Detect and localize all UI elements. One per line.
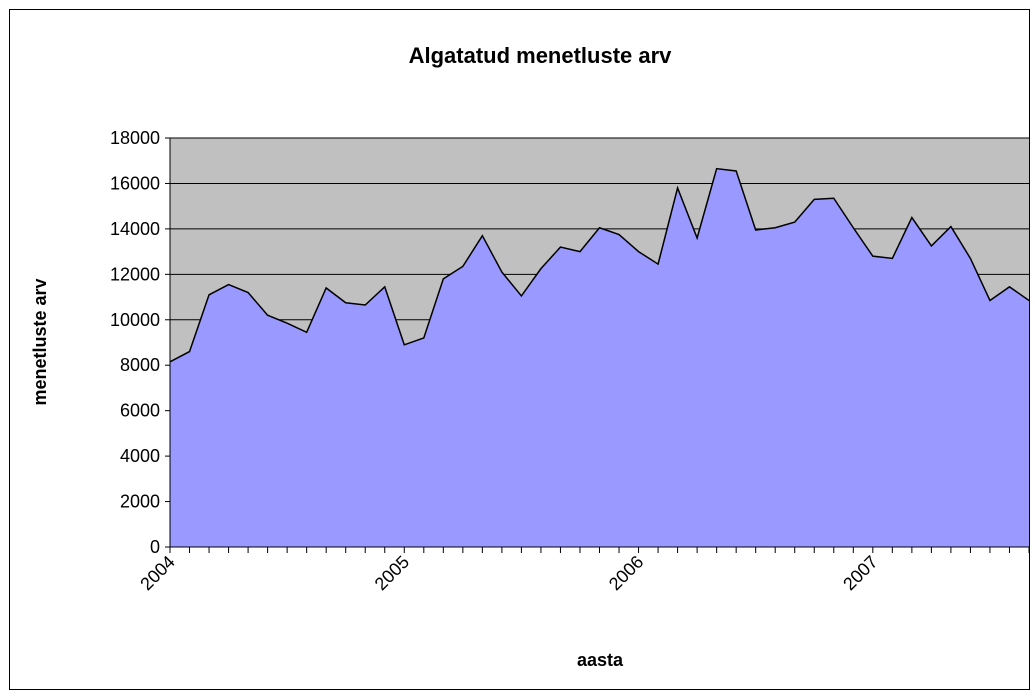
- area-line: [169, 167, 1030, 363]
- x-axis-label: aasta: [577, 650, 624, 670]
- area-fill: [170, 168, 1029, 548]
- y-tick-label: 10000: [110, 310, 160, 330]
- y-tick-label: 4000: [120, 446, 160, 466]
- y-tick-label: 6000: [120, 401, 160, 421]
- y-tick-label: 14000: [110, 219, 160, 239]
- y-tick-label: 18000: [110, 128, 160, 148]
- y-tick-label: 16000: [110, 173, 160, 193]
- chart-title: Algatatud menetluste arv: [409, 43, 673, 68]
- y-tick-label: 12000: [110, 264, 160, 284]
- y-tick-label: 0: [150, 537, 160, 557]
- y-tick-label: 2000: [120, 492, 160, 512]
- y-tick-label: 8000: [120, 355, 160, 375]
- y-axis-label: menetluste arv: [30, 278, 50, 405]
